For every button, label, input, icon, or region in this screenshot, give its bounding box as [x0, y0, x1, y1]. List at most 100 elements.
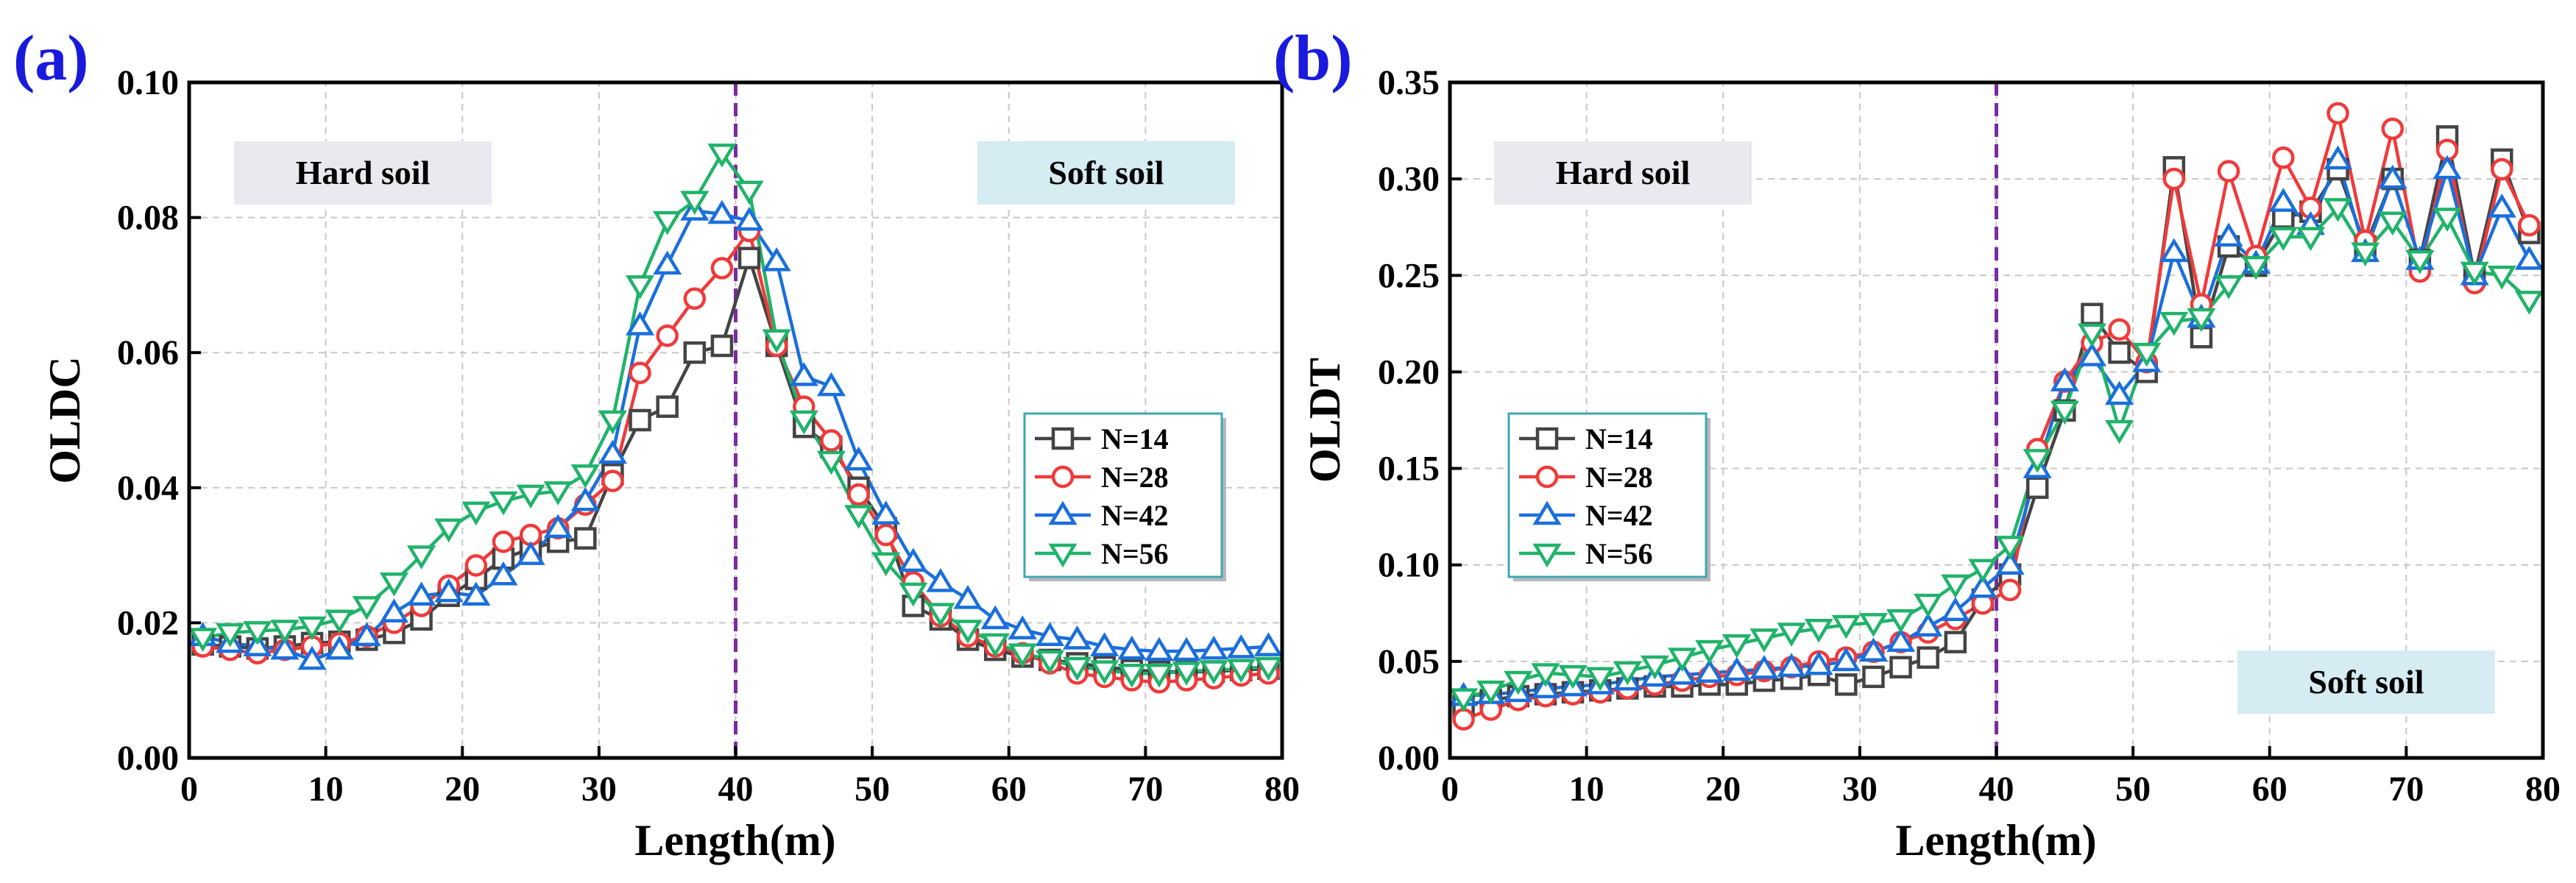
- data-point-n42-b: [2268, 188, 2298, 212]
- data-point-n56-b: [1804, 618, 1833, 643]
- regions-a: Hard soil Soft soil: [234, 141, 1235, 205]
- data-point-n42-b: [1722, 656, 1752, 681]
- data-point-n56-b: [2405, 250, 2435, 274]
- data-point-n56-a: [1172, 662, 1201, 686]
- data-point-n56-a: [489, 491, 518, 516]
- data-point-n28-a: [656, 325, 679, 347]
- data-point-n56-b: [2104, 419, 2134, 444]
- data-point-n56-b: [2323, 198, 2353, 222]
- data-point-n56-b: [2214, 275, 2243, 299]
- y-tick-label-b: 0.15: [1378, 450, 1440, 489]
- x-tick-label-a: 10: [308, 770, 344, 809]
- data-point-n42-a: [379, 598, 409, 623]
- x-tick-label-a: 70: [1128, 770, 1163, 809]
- data-point-n56-a: [598, 410, 628, 435]
- data-point-n14-a: [710, 334, 734, 358]
- data-point-n56-b: [1476, 680, 1506, 705]
- data-point-n56-b: [2460, 261, 2489, 286]
- x-tick-label-b: 0: [1441, 770, 1459, 809]
- data-point-n42-a: [1117, 635, 1147, 660]
- legend-marker-b: [1535, 427, 1559, 450]
- y-tick-label-a: 0.10: [117, 63, 179, 102]
- data-point-n56-b: [1585, 667, 1615, 692]
- data-point-n28-b: [2491, 157, 2513, 181]
- data-point-n56-b: [2132, 342, 2162, 367]
- data-point-n42-b: [1968, 573, 1998, 598]
- y-tick-label-b: 0.10: [1378, 546, 1440, 585]
- data-point-n42-a: [1144, 636, 1174, 662]
- data-point-n56-b: [2268, 227, 2298, 252]
- data-point-n56-b: [2050, 400, 2079, 425]
- data-point-n42-a: [297, 645, 327, 670]
- data-point-n42-b: [2487, 194, 2516, 218]
- hard-soil-label-a: Hard soil: [296, 154, 431, 191]
- data-point-n42-a: [926, 567, 955, 592]
- data-point-n42-a: [789, 362, 818, 386]
- data-point-n42-b: [1941, 597, 1970, 621]
- hard-soil-box-a: [234, 141, 492, 205]
- data-point-n42-b: [2050, 367, 2079, 391]
- data-point-n42-b: [2432, 155, 2462, 180]
- y-tick-label-a: 0.06: [117, 333, 179, 372]
- data-point-n56-b: [1749, 628, 1779, 653]
- data-point-n14-b: [2108, 341, 2131, 364]
- data-point-n56-b: [1448, 688, 1479, 713]
- data-point-n56-b: [1968, 558, 1998, 584]
- ticks-b: 0 10 20 30 40 50 60 70 80 0.00 0.05 0.10 0.15 0.20 0.2…: [1378, 63, 2561, 809]
- data-point-n56-b: [2187, 308, 2216, 333]
- data-point-n56-b: [2432, 208, 2462, 232]
- data-point-n14-b: [1917, 646, 1939, 669]
- data-point-n28-b: [2518, 213, 2541, 237]
- data-point-n56-b: [1886, 609, 1916, 634]
- data-point-n56-a: [1062, 656, 1092, 681]
- data-point-n28-b: [1998, 578, 2022, 602]
- series-a: [188, 143, 1284, 694]
- x-tick-label-b: 30: [1842, 770, 1878, 809]
- data-point-n14-b: [2025, 476, 2049, 500]
- data-point-n56-a: [352, 596, 381, 620]
- data-point-n28-a: [820, 429, 843, 452]
- data-point-n56-b: [1941, 574, 1970, 599]
- data-point-n56-a: [843, 505, 874, 529]
- data-point-n14-a: [574, 527, 597, 550]
- series-b: [1448, 102, 2544, 731]
- data-point-n14-b: [1889, 656, 1912, 678]
- data-point-n56-b: [1504, 670, 1533, 695]
- series-line-n42-b: [1463, 157, 2531, 698]
- data-point-n56-b: [2487, 265, 2516, 290]
- data-point-n56-b: [2241, 255, 2271, 280]
- data-point-n56-b: [1613, 661, 1642, 686]
- data-point-n56-b: [1531, 663, 1560, 687]
- legend-label-a: N=42: [1101, 499, 1169, 532]
- data-point-n56-b: [1558, 664, 1588, 689]
- data-point-n42-a: [653, 250, 682, 275]
- x-tick-label-a: 30: [581, 770, 617, 809]
- data-point-n56-a: [871, 552, 901, 577]
- data-point-n56-a: [188, 628, 218, 652]
- data-point-n42-a: [871, 500, 901, 525]
- data-point-n56-a: [1035, 650, 1065, 675]
- data-point-n56-a: [1144, 663, 1174, 688]
- data-point-n56-a: [297, 616, 327, 641]
- soft-soil-label-b: Soft soil: [2308, 663, 2424, 701]
- legend-label-b: N=28: [1585, 461, 1653, 494]
- data-point-n28-a: [464, 554, 488, 577]
- data-point-n56-b: [1995, 536, 2025, 560]
- data-point-n56-b: [1667, 648, 1697, 672]
- panel-label-a: (a): [13, 23, 89, 94]
- data-point-n56-a: [325, 609, 354, 634]
- y-tick-label-b: 0.35: [1378, 63, 1440, 102]
- x-axis-label-b: Length(m): [1895, 816, 2096, 865]
- data-point-n28-a: [710, 257, 734, 280]
- legend-marker-a: [1048, 543, 1078, 568]
- y-tick-label-b: 0.30: [1378, 160, 1440, 199]
- legend-b: N=14 N=28 N=42 N=56: [1507, 412, 1710, 581]
- x-tick-label-a: 80: [1264, 770, 1300, 809]
- legend-label-a: N=14: [1101, 422, 1169, 455]
- y-axis-label-a: OLDC: [40, 356, 89, 483]
- data-point-n42-b: [1831, 647, 1861, 672]
- legend-marker-b: [1532, 543, 1562, 568]
- data-point-n42-b: [1667, 660, 1697, 685]
- data-point-n56-a: [1090, 660, 1119, 684]
- legend-label-b: N=56: [1585, 537, 1653, 570]
